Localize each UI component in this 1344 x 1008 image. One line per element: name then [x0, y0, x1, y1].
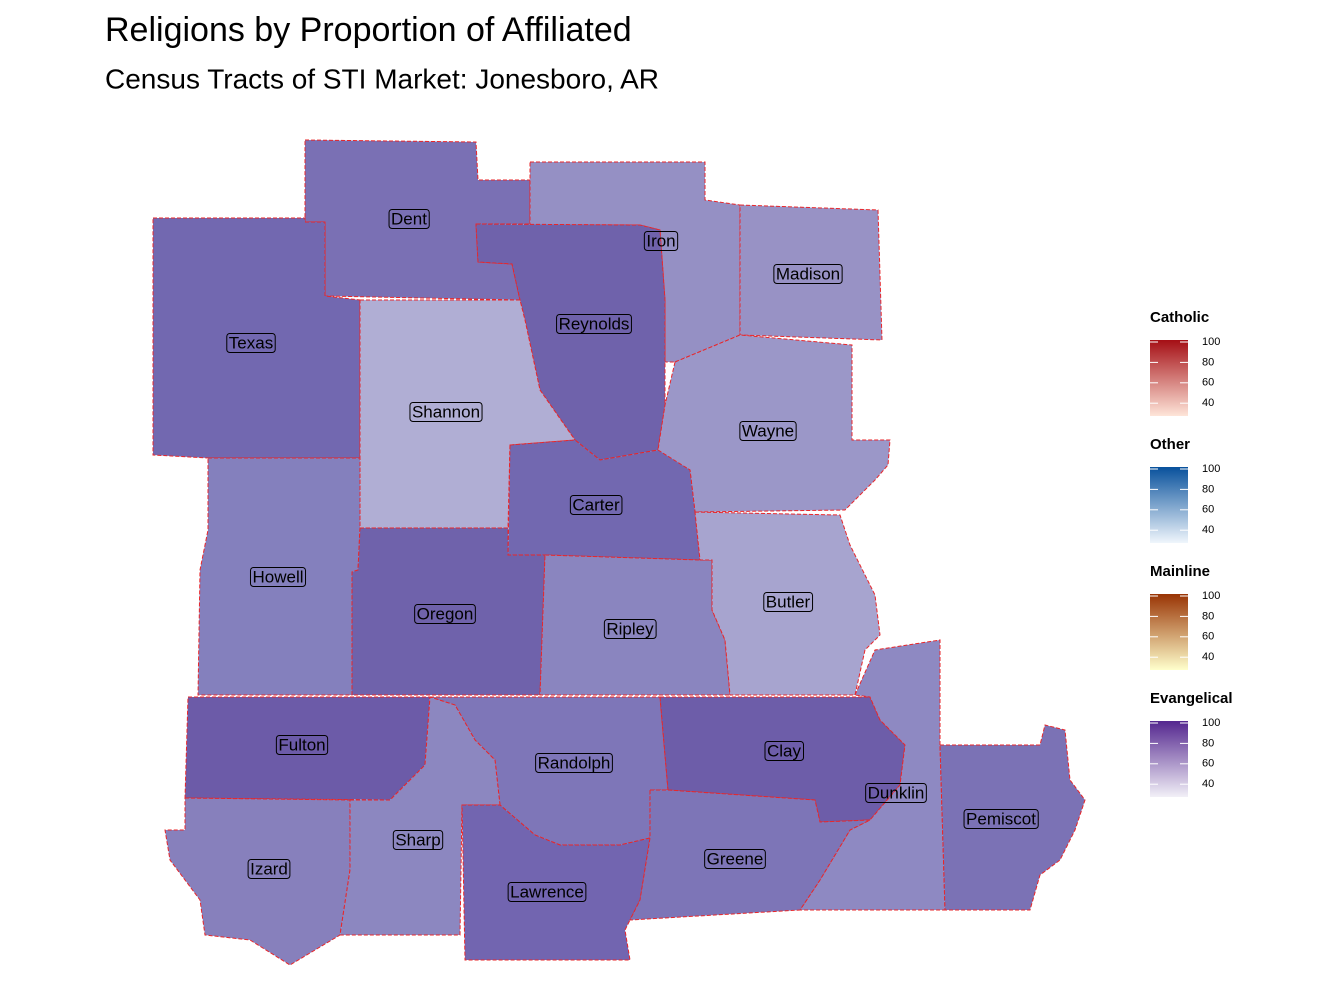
county-label: Dunklin — [868, 783, 925, 802]
county — [164, 797, 351, 966]
label-box — [507, 881, 587, 902]
county-label: Oregon — [417, 604, 474, 623]
counties — [152, 139, 1086, 966]
label-box — [226, 332, 276, 353]
label-box — [643, 230, 679, 251]
county-label: Texas — [229, 333, 273, 352]
label-box — [388, 208, 430, 229]
label-box — [556, 313, 632, 334]
tick-label: 40 — [1202, 651, 1214, 663]
tick-label: 60 — [1202, 631, 1214, 643]
tick-label: 80 — [1202, 737, 1214, 749]
county — [184, 696, 431, 801]
tick-label: 40 — [1202, 524, 1214, 536]
tick-label: 80 — [1202, 610, 1214, 622]
legend-title: Catholic — [1150, 309, 1209, 326]
label-box — [704, 848, 766, 869]
county-label: Ripley — [606, 619, 654, 638]
county-label: Carter — [572, 495, 620, 514]
subtitle: Census Tracts of STI Market: Jonesboro, … — [105, 63, 659, 94]
county-label: Shannon — [412, 402, 480, 421]
county-label: Madison — [776, 264, 840, 283]
county-label: Iron — [646, 231, 675, 250]
label-box — [249, 566, 307, 587]
county — [694, 511, 881, 696]
title: Religions by Proportion of Affiliated — [105, 11, 632, 49]
label-box — [247, 858, 291, 879]
label-box — [739, 420, 797, 441]
county — [152, 217, 361, 459]
label-box — [569, 494, 623, 515]
county-label: Wayne — [742, 421, 794, 440]
county-label: Greene — [707, 849, 764, 868]
county — [339, 696, 501, 936]
label-box — [409, 401, 483, 422]
tick-label: 100 — [1202, 336, 1220, 348]
county-label: Butler — [766, 592, 811, 611]
county — [739, 204, 883, 341]
legend: Catholic 100 80 60 40 Other 100 80 60 40 Mainline 1… — [1150, 309, 1233, 797]
county-label: Randolph — [538, 753, 611, 772]
county-label: Pemiscot — [966, 809, 1036, 828]
tick-label: 100 — [1202, 590, 1220, 602]
label-box — [764, 740, 805, 761]
county — [529, 161, 741, 363]
label-box — [603, 618, 657, 639]
label-box — [414, 603, 476, 624]
county-label: Fulton — [278, 735, 325, 754]
county-label: Clay — [767, 741, 802, 760]
county-label: Lawrence — [510, 882, 584, 901]
colorbar — [1150, 467, 1188, 543]
tick-label: 60 — [1202, 377, 1214, 389]
legend-title: Evangelical — [1150, 690, 1233, 707]
county-label: Sharp — [395, 830, 440, 849]
tick-label: 100 — [1202, 717, 1220, 729]
labels: Dent Iron Madison Reynolds Texas Shannon Wayne… — [226, 208, 1039, 902]
tick-label: 60 — [1202, 758, 1214, 770]
legend-title: Mainline — [1150, 563, 1210, 580]
tick-label: 80 — [1202, 356, 1214, 368]
tick-label: 60 — [1202, 504, 1214, 516]
county — [939, 724, 1086, 911]
colorbar — [1150, 340, 1188, 416]
label-box — [392, 829, 444, 850]
county-label: Izard — [250, 859, 288, 878]
label-box — [963, 808, 1039, 829]
county — [629, 789, 871, 921]
colorbar — [1150, 594, 1188, 670]
label-box — [763, 591, 814, 612]
label-box — [535, 752, 613, 773]
tick-label: 40 — [1202, 397, 1214, 409]
county-label: Howell — [252, 567, 303, 586]
county-label: Reynolds — [559, 314, 630, 333]
label-box — [773, 263, 843, 284]
legend-title: Other — [1150, 436, 1190, 453]
county-label: Dent — [391, 209, 427, 228]
tick-label: 100 — [1202, 463, 1220, 475]
tick-label: 40 — [1202, 778, 1214, 790]
colorbar — [1150, 721, 1188, 797]
county — [351, 527, 546, 696]
label-box — [275, 734, 329, 755]
label-box — [865, 782, 927, 803]
tick-label: 80 — [1202, 483, 1214, 495]
